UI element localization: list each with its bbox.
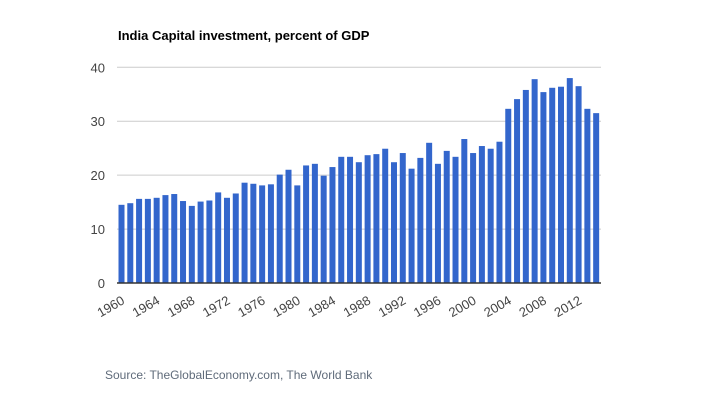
- x-tick-label: 2008: [516, 293, 549, 320]
- bar-1964: [153, 197, 160, 283]
- bar-1961: [127, 203, 134, 283]
- bar-2013: [584, 108, 591, 283]
- bar-1974: [241, 182, 248, 283]
- bar-1965: [162, 195, 169, 283]
- bar-1998: [452, 156, 459, 283]
- bar-2002: [487, 148, 494, 283]
- bar-1977: [267, 184, 274, 283]
- x-tick-label: 1988: [341, 293, 374, 320]
- bar-1991: [390, 162, 397, 283]
- bar-1973: [232, 193, 239, 283]
- bar-2011: [566, 78, 573, 284]
- bar-2005: [514, 99, 521, 283]
- bar-2008: [540, 92, 547, 283]
- bar-1999: [461, 139, 468, 283]
- bar-2007: [531, 79, 538, 283]
- x-tick-label: 2000: [446, 293, 479, 320]
- x-tick-label: 1976: [235, 293, 268, 320]
- bar-1967: [180, 201, 187, 283]
- bar-1997: [443, 150, 450, 283]
- x-tick-label: 1960: [94, 293, 127, 320]
- bar-2010: [558, 86, 564, 283]
- x-tick-label: 1996: [411, 293, 444, 320]
- bar-1980: [294, 185, 301, 283]
- x-tick-label: 1980: [270, 293, 303, 320]
- bar-1985: [338, 156, 345, 283]
- bar-1987: [355, 162, 362, 283]
- x-tick-label: 1968: [165, 293, 198, 320]
- chart-title: India Capital investment, percent of GDP: [118, 28, 370, 43]
- x-tick-label: 1992: [376, 293, 409, 320]
- bar-2004: [505, 108, 512, 283]
- x-tick-label: 2004: [481, 293, 514, 320]
- bar-2006: [522, 89, 529, 283]
- bar-1978: [276, 174, 283, 283]
- bar-1993: [408, 168, 415, 283]
- bar-1970: [206, 200, 213, 283]
- bar-1981: [303, 165, 310, 283]
- y-tick-label: 0: [98, 276, 105, 291]
- y-tick-label: 20: [91, 168, 105, 183]
- bar-1995: [426, 142, 433, 283]
- bar-1984: [329, 167, 336, 283]
- bar-1992: [399, 153, 406, 283]
- bar-1962: [136, 198, 143, 283]
- bar-2012: [575, 86, 582, 283]
- bar-1960: [118, 204, 125, 283]
- bar-1983: [320, 175, 327, 283]
- bar-1996: [434, 163, 441, 283]
- bar-2001: [478, 146, 485, 283]
- bar-1975: [250, 183, 257, 283]
- x-tick-label: 2012: [552, 293, 585, 320]
- bar-1986: [347, 156, 354, 283]
- bar-2003: [496, 141, 503, 283]
- x-tick-label: 1972: [200, 293, 233, 320]
- bar-1972: [223, 197, 230, 283]
- y-tick-label: 10: [91, 222, 105, 237]
- bar-1971: [215, 192, 222, 283]
- bar-1968: [188, 205, 195, 283]
- source-note: Source: TheGlobalEconomy.com, The World …: [105, 368, 373, 382]
- bar-1963: [144, 198, 151, 283]
- bar-2000: [470, 153, 477, 283]
- y-tick-label: 30: [91, 114, 105, 129]
- bars: [118, 78, 600, 284]
- bar-2009: [549, 87, 556, 283]
- bar-1990: [382, 148, 389, 283]
- bar-1989: [373, 154, 380, 283]
- x-axis-ticks: 1960 1964 1968 1972 1976 1980 1984 1988 1992 1996…: [94, 293, 584, 320]
- bar-1982: [311, 163, 318, 283]
- bar-1976: [259, 185, 266, 283]
- bar-1966: [171, 194, 178, 283]
- y-axis-ticks: 0 10 20 30 40: [91, 60, 105, 291]
- bar-2014: [593, 113, 600, 283]
- bar-1979: [285, 169, 292, 283]
- bar-1994: [417, 157, 424, 283]
- x-tick-label: 1964: [130, 293, 163, 320]
- y-tick-label: 40: [91, 60, 105, 75]
- bar-1969: [197, 201, 204, 283]
- x-tick-label: 1984: [305, 293, 338, 320]
- bar-1988: [364, 155, 371, 283]
